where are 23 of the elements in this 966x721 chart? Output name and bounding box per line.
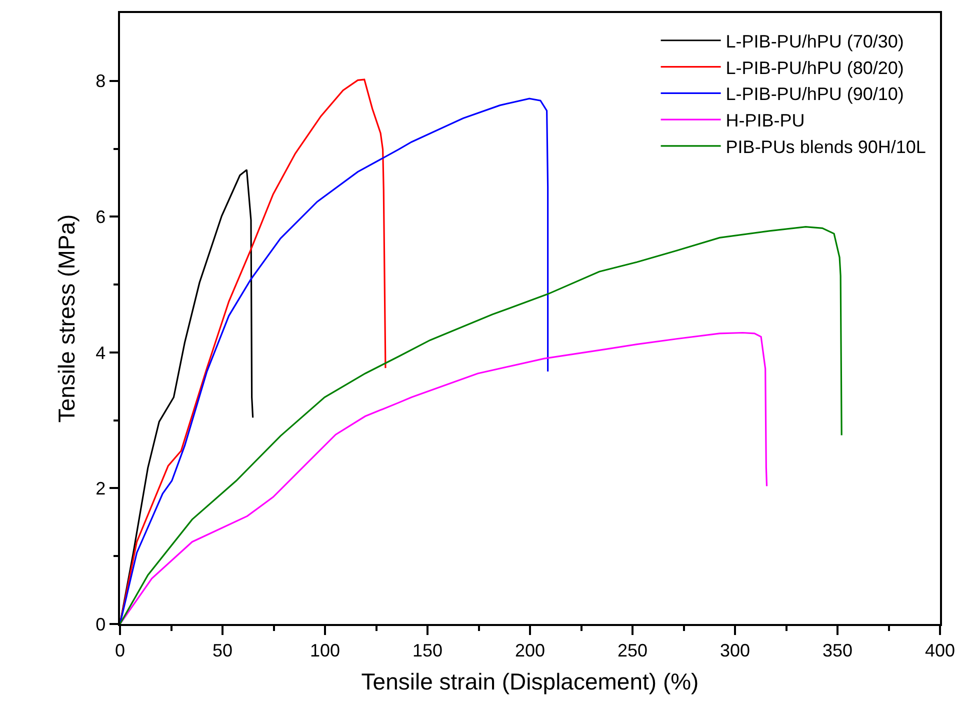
x-tick-label: 250 — [617, 640, 648, 660]
y-tick-label: 2 — [96, 478, 106, 499]
x-axis-title: Tensile strain (Displacement) (%) — [361, 668, 699, 694]
x-tick-label: 150 — [412, 640, 443, 660]
legend-label: H-PIB-PU — [726, 110, 805, 131]
x-tick-label: 200 — [514, 640, 546, 660]
x-tick-label: 50 — [212, 640, 233, 660]
legend-label: L-PIB-PU/hPU (90/10) — [726, 84, 904, 104]
line-series — [120, 332, 768, 624]
legend-label: L-PIB-PU/hPU (80/20) — [726, 58, 904, 78]
y-axis-title: Tensile stress (MPa) — [54, 214, 80, 423]
y-tick-label: 0 — [96, 614, 106, 634]
line-series — [120, 226, 842, 624]
x-tick-label: 100 — [310, 640, 340, 660]
y-tick-label: 6 — [96, 206, 106, 227]
x-tick-label: 0 — [114, 640, 126, 660]
y-tick-label: 4 — [96, 342, 106, 363]
x-tick-label: 400 — [924, 640, 956, 660]
y-tick-label: 8 — [96, 71, 106, 92]
x-tick-label: 350 — [822, 640, 853, 660]
legend-label: L-PIB-PU/hPU (70/30) — [726, 31, 904, 52]
legend-label: PIB-PUs blends 90H/10L — [726, 136, 926, 157]
x-tick-label: 300 — [720, 640, 750, 660]
